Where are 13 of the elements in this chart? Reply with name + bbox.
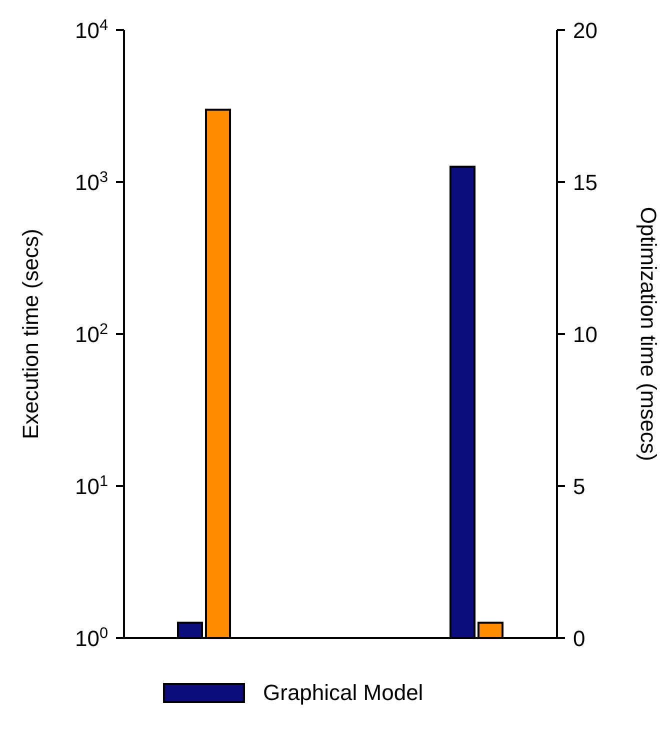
y-tick-label: 10$^{1}$ — [74, 472, 108, 499]
y-tick-label: 10$^{2}$ — [74, 320, 108, 347]
y2-tick-label: 5 — [573, 474, 586, 499]
y-tick-label: 10$^{0}$ — [74, 624, 108, 651]
y2-tick-label: 0 — [573, 626, 586, 651]
y2-axis-title: Optimization time (msecs) — [636, 206, 662, 462]
y2-tick-label: 10 — [573, 322, 598, 347]
y-axis-title: Execution time (secs) — [18, 228, 43, 440]
y-tick-label: 10$^{3}$ — [74, 168, 108, 195]
y-tick-label: 10$^{4}$ — [74, 16, 108, 43]
legend-label: Graphical Model — [263, 680, 424, 706]
y2-tick-label: 15 — [573, 170, 598, 195]
y2-tick-label: 20 — [573, 18, 598, 43]
